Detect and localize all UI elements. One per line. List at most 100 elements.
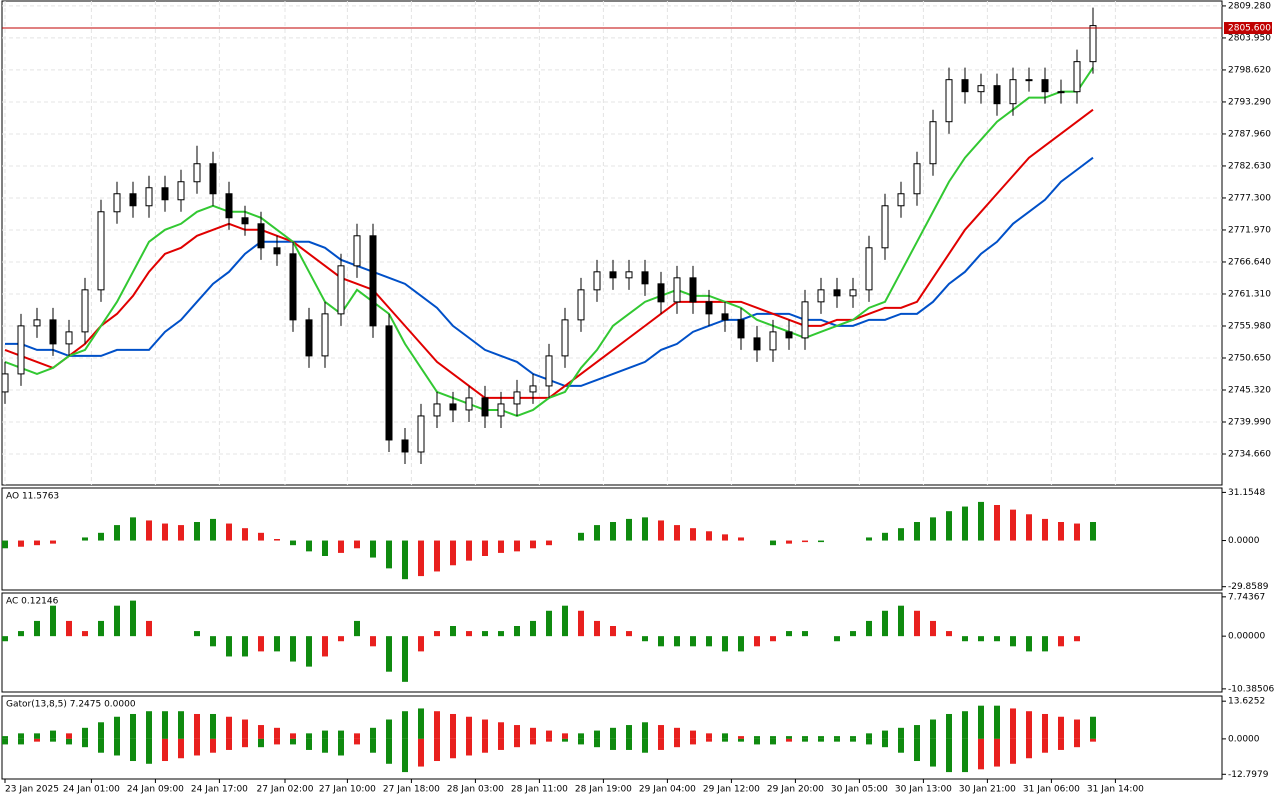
- histogram-bar: [594, 730, 600, 739]
- histogram-bar: [802, 736, 808, 739]
- histogram-bar: [194, 522, 200, 541]
- histogram-bar: [434, 631, 440, 637]
- x-tick-label: 24 Jan 17:00: [191, 785, 248, 795]
- x-tick-label: 31 Jan 14:00: [1087, 785, 1144, 795]
- histogram-bar: [594, 620, 600, 637]
- histogram-bar: [482, 719, 488, 739]
- histogram-bar: [706, 733, 712, 739]
- candle-body: [561, 319, 569, 357]
- histogram-bar: [626, 738, 632, 750]
- histogram-bar: [514, 540, 520, 552]
- y-tick-label: 2771.970: [1228, 225, 1271, 235]
- histogram-bar: [914, 738, 920, 762]
- histogram-bar: [930, 620, 936, 637]
- candle-body: [49, 319, 57, 345]
- histogram-bar: [642, 738, 648, 753]
- candle-body: [577, 289, 585, 321]
- histogram-bar: [1074, 636, 1080, 642]
- histogram-bar: [178, 525, 184, 541]
- histogram-bar: [850, 738, 856, 742]
- candle-body: [449, 403, 457, 411]
- histogram-bar: [242, 528, 248, 541]
- histogram-bar: [594, 525, 600, 541]
- histogram-bar: [354, 620, 360, 637]
- histogram-bar: [978, 705, 984, 739]
- candle-body: [161, 187, 169, 201]
- histogram-bar: [2, 736, 8, 739]
- candle-body: [1073, 61, 1081, 93]
- histogram-bar: [82, 631, 88, 637]
- panel-frame: [1, 487, 1223, 591]
- histogram-bar: [994, 636, 1000, 642]
- histogram-bar: [210, 636, 216, 647]
- histogram-bar: [274, 727, 280, 739]
- histogram-bar: [450, 713, 456, 739]
- histogram-bar: [322, 540, 328, 556]
- histogram-bar: [1042, 518, 1048, 541]
- panel-frame: [1, 0, 1223, 486]
- candle-body: [1057, 91, 1065, 94]
- histogram-bar: [98, 738, 104, 753]
- histogram-bar: [498, 631, 504, 637]
- histogram-bar: [66, 733, 72, 739]
- histogram-bar: [882, 610, 888, 637]
- y-tick-label: 2750.650: [1228, 353, 1271, 363]
- candle-body: [961, 79, 969, 93]
- histogram-bar: [818, 540, 824, 543]
- histogram-bar: [242, 719, 248, 739]
- histogram-bar: [210, 518, 216, 541]
- candle-body: [641, 271, 649, 285]
- candle-body: [289, 253, 297, 321]
- histogram-bar: [1058, 716, 1064, 739]
- histogram-bar: [1074, 719, 1080, 739]
- x-tick-label: 24 Jan 01:00: [63, 785, 120, 795]
- histogram-bar: [658, 636, 664, 647]
- histogram-bar: [562, 733, 568, 739]
- histogram-bar: [866, 620, 872, 637]
- histogram-bar: [402, 636, 408, 682]
- candle-body: [209, 163, 217, 195]
- histogram-bar: [34, 733, 40, 739]
- histogram-bar: [418, 708, 424, 739]
- candle-body: [465, 397, 473, 411]
- histogram-bar: [34, 620, 40, 637]
- histogram-bar: [946, 631, 952, 637]
- histogram-bar: [690, 636, 696, 647]
- histogram-bar: [706, 531, 712, 541]
- histogram-bar: [114, 738, 120, 756]
- x-tick-label: 27 Jan 10:00: [319, 785, 376, 795]
- x-tick-label: 23 Jan 2025: [5, 785, 59, 795]
- histogram-bar: [482, 631, 488, 637]
- histogram-bar: [1010, 738, 1016, 764]
- histogram-bar: [338, 636, 344, 642]
- histogram-bar: [754, 736, 760, 739]
- candle-body: [1089, 25, 1097, 63]
- histogram-bar: [834, 736, 840, 739]
- histogram-bar: [834, 738, 840, 742]
- histogram-bar: [818, 738, 824, 742]
- histogram-bar: [194, 713, 200, 739]
- histogram-bar: [882, 532, 888, 541]
- histogram-bar: [258, 636, 264, 652]
- histogram-bar: [386, 738, 392, 764]
- histogram-bar: [546, 540, 552, 546]
- histogram-bar: [418, 540, 424, 577]
- histogram-bar: [402, 540, 408, 580]
- current-price-box: [1224, 22, 1272, 35]
- histogram-bar: [1090, 522, 1096, 541]
- x-tick-label: 29 Jan 20:00: [767, 785, 824, 795]
- histogram-bar: [642, 636, 648, 642]
- histogram-bar: [738, 736, 744, 739]
- histogram-bar: [146, 711, 152, 739]
- histogram-bar: [226, 523, 232, 541]
- histogram-bar: [770, 738, 776, 745]
- histogram-bar: [114, 716, 120, 739]
- histogram-bar: [258, 725, 264, 739]
- histogram-bar: [498, 738, 504, 750]
- histogram-bar: [594, 738, 600, 748]
- histogram-bar: [114, 605, 120, 637]
- histogram-bar: [290, 733, 296, 739]
- histogram-bar: [786, 631, 792, 637]
- y-tick-label: 0.0000: [1228, 734, 1260, 744]
- histogram-bar: [546, 610, 552, 637]
